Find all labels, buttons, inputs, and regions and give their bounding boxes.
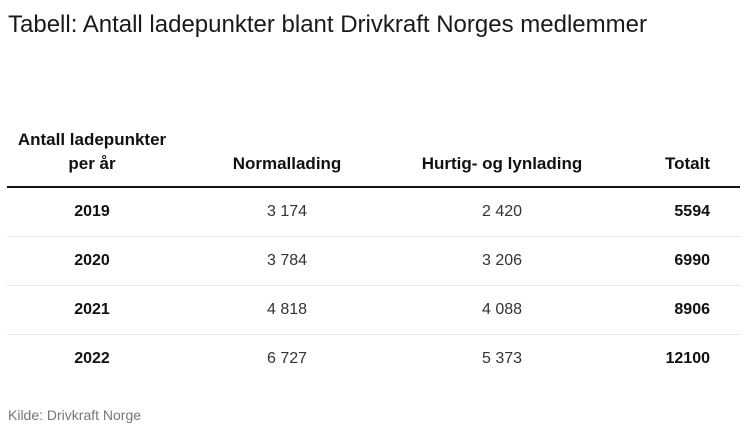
cell-year: 2021 [74,301,110,318]
cell-normal: 3 784 [266,252,308,269]
cell-total: 8906 [674,301,710,318]
cell-normal: 3 174 [266,203,308,220]
cell-year: 2022 [74,350,110,367]
table-body: 2019 3 174 2 420 5594 2020 3 784 3 206 6990 2021… [7,188,740,383]
data-table: Antall ladepunkter per år Normallading H… [7,124,740,383]
header-normal: Normallading [232,154,342,173]
table-row: 2022 6 727 5 373 12100 [7,335,740,383]
cell-fast: 4 088 [481,301,523,318]
cell-year: 2020 [74,252,110,269]
cell-year: 2019 [74,203,110,220]
table-header: Antall ladepunkter per år Normallading H… [7,124,740,188]
source-note: Kilde: Drivkraft Norge [8,407,142,423]
header-fast: Hurtig- og lynlading [421,154,583,173]
cell-fast: 5 373 [481,350,523,367]
cell-total: 12100 [665,350,711,367]
cell-fast: 2 420 [481,203,523,220]
cell-normal: 4 818 [266,301,308,318]
header-total: Totalt [664,154,710,173]
table-title: Tabell: Antall ladepunkter blant Drivkra… [8,11,647,38]
header-year: Antall ladepunkter per år [17,130,167,173]
table-row: 2020 3 784 3 206 6990 [7,237,740,286]
cell-total: 6990 [674,252,710,269]
cell-total: 5594 [674,203,710,220]
cell-normal: 6 727 [266,350,308,367]
cell-fast: 3 206 [481,252,523,269]
table-row: 2019 3 174 2 420 5594 [7,188,740,237]
table-row: 2021 4 818 4 088 8906 [7,286,740,335]
